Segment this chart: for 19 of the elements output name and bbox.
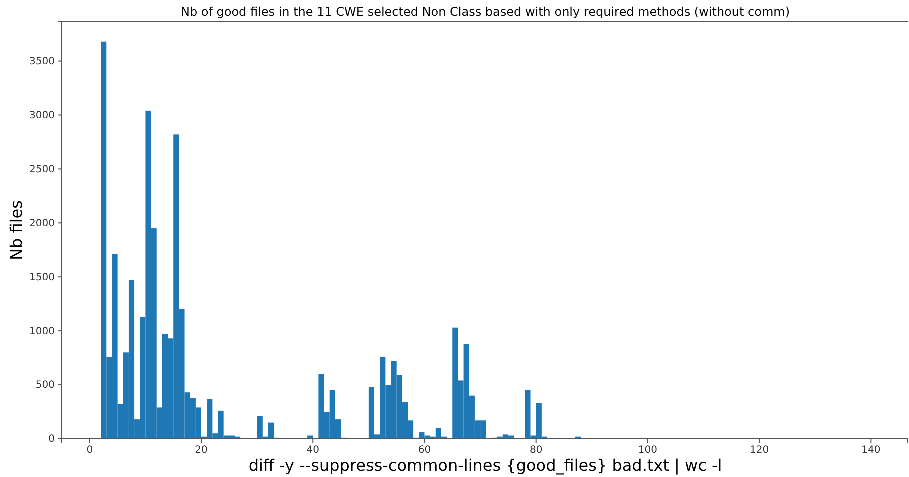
x-tick-label: 120 <box>750 445 770 456</box>
chart-title: Nb of good files in the 11 CWE selected Non Class based with only required methods (without comm) <box>180 5 790 19</box>
y-tick-label: 0 <box>48 434 55 446</box>
x-axis-title: diff -y --suppress-common-lines {good_files} bad.txt | wc -l <box>248 456 722 475</box>
y-axis-title: Nb files <box>7 200 26 260</box>
y-tick-label: 1500 <box>30 272 55 284</box>
y-tick-label: 2500 <box>30 164 55 176</box>
y-tick-label: 3500 <box>30 56 55 68</box>
x-tick-label: 40 <box>306 445 320 456</box>
y-tick-label: 3000 <box>30 110 55 122</box>
y-tick-label: 2000 <box>30 218 55 230</box>
y-tick-label: 1000 <box>30 326 55 338</box>
x-tick-label: 0 <box>86 445 94 456</box>
x-tick-label: 100 <box>638 445 658 456</box>
x-tick-label: 140 <box>862 445 881 456</box>
x-tick-label: 80 <box>530 445 543 456</box>
y-tick-label: 500 <box>36 380 55 392</box>
x-tick-label: 20 <box>195 445 208 456</box>
x-tick-label: 60 <box>418 445 432 456</box>
